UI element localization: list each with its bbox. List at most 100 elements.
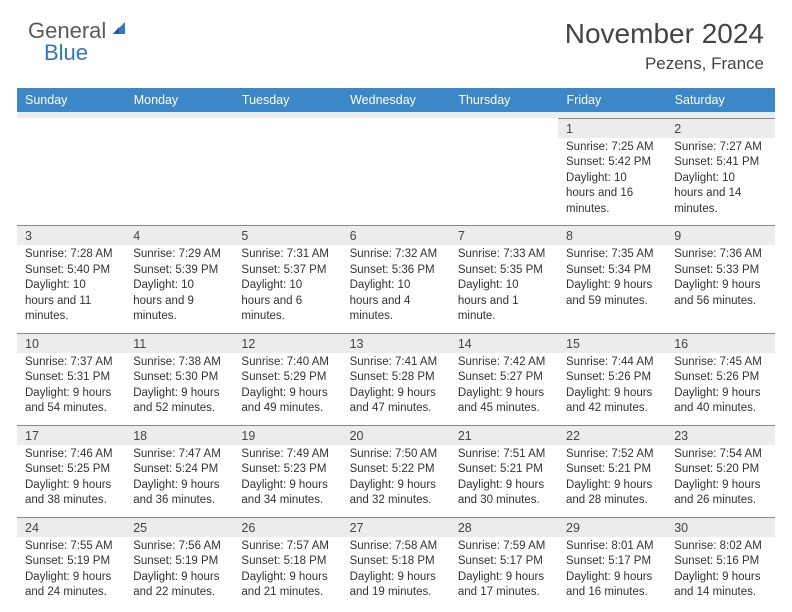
date-number-row: 24252627282930 <box>17 517 775 537</box>
daylight-text: Daylight: 10 hours and 14 minutes. <box>674 171 766 218</box>
daylight-text: Daylight: 9 hours and 38 minutes. <box>25 478 117 509</box>
sunrise-text: Sunrise: 7:50 AM <box>350 447 442 463</box>
date-number-cell: 29 <box>558 517 666 537</box>
date-data-cell <box>342 138 450 226</box>
month-title: November 2024 <box>565 18 764 50</box>
calendar-table: Sunday Monday Tuesday Wednesday Thursday… <box>17 88 775 609</box>
daylight-text: Daylight: 9 hours and 19 minutes. <box>350 570 442 601</box>
date-data-cell: Sunrise: 7:41 AMSunset: 5:28 PMDaylight:… <box>342 353 450 426</box>
date-data-cell: Sunrise: 7:46 AMSunset: 5:25 PMDaylight:… <box>17 445 125 518</box>
date-number-cell: 22 <box>558 425 666 445</box>
sunrise-text: Sunrise: 7:37 AM <box>25 355 117 371</box>
sunset-text: Sunset: 5:21 PM <box>566 462 658 478</box>
date-data-cell: Sunrise: 7:36 AMSunset: 5:33 PMDaylight:… <box>666 245 774 333</box>
sunrise-text: Sunrise: 7:58 AM <box>350 539 442 555</box>
daylight-text: Daylight: 10 hours and 11 minutes. <box>25 278 117 325</box>
daylight-text: Daylight: 10 hours and 9 minutes. <box>133 278 225 325</box>
sunrise-text: Sunrise: 7:32 AM <box>350 247 442 263</box>
date-number-cell: 14 <box>450 333 558 353</box>
sunrise-text: Sunrise: 7:33 AM <box>458 247 550 263</box>
sunrise-text: Sunrise: 7:44 AM <box>566 355 658 371</box>
date-number-cell: 13 <box>342 333 450 353</box>
date-number-cell: 2 <box>666 118 774 138</box>
daylight-text: Daylight: 9 hours and 52 minutes. <box>133 386 225 417</box>
sunset-text: Sunset: 5:24 PM <box>133 462 225 478</box>
date-data-cell <box>17 138 125 226</box>
sunrise-text: Sunrise: 7:45 AM <box>674 355 766 371</box>
date-number-cell <box>233 118 341 138</box>
title-block: November 2024 Pezens, France <box>565 18 764 74</box>
date-data-row: Sunrise: 7:37 AMSunset: 5:31 PMDaylight:… <box>17 353 775 426</box>
sunset-text: Sunset: 5:33 PM <box>674 263 766 279</box>
date-number-cell: 3 <box>17 226 125 246</box>
sunrise-text: Sunrise: 7:47 AM <box>133 447 225 463</box>
sunset-text: Sunset: 5:16 PM <box>674 554 766 570</box>
date-data-cell: Sunrise: 7:40 AMSunset: 5:29 PMDaylight:… <box>233 353 341 426</box>
date-data-cell: Sunrise: 7:27 AMSunset: 5:41 PMDaylight:… <box>666 138 774 226</box>
sunrise-text: Sunrise: 7:40 AM <box>241 355 333 371</box>
date-number-cell: 16 <box>666 333 774 353</box>
date-number-cell <box>450 118 558 138</box>
date-data-cell: Sunrise: 7:54 AMSunset: 5:20 PMDaylight:… <box>666 445 774 518</box>
daylight-text: Daylight: 9 hours and 21 minutes. <box>241 570 333 601</box>
sunset-text: Sunset: 5:20 PM <box>674 462 766 478</box>
sunset-text: Sunset: 5:40 PM <box>25 263 117 279</box>
sunset-text: Sunset: 5:26 PM <box>674 370 766 386</box>
date-number-cell: 26 <box>233 517 341 537</box>
date-number-cell: 8 <box>558 226 666 246</box>
daylight-text: Daylight: 10 hours and 1 minute. <box>458 278 550 325</box>
daylight-text: Daylight: 9 hours and 49 minutes. <box>241 386 333 417</box>
date-number-cell <box>17 118 125 138</box>
sunrise-text: Sunrise: 7:59 AM <box>458 539 550 555</box>
sunrise-text: Sunrise: 7:36 AM <box>674 247 766 263</box>
daylight-text: Daylight: 9 hours and 17 minutes. <box>458 570 550 601</box>
date-data-cell <box>125 138 233 226</box>
date-data-cell: Sunrise: 7:56 AMSunset: 5:19 PMDaylight:… <box>125 537 233 609</box>
sunset-text: Sunset: 5:39 PM <box>133 263 225 279</box>
date-number-cell <box>342 118 450 138</box>
weekday-header-row: Sunday Monday Tuesday Wednesday Thursday… <box>17 88 775 112</box>
page-header: General Blue November 2024 Pezens, Franc… <box>0 0 792 82</box>
sunset-text: Sunset: 5:25 PM <box>25 462 117 478</box>
sunrise-text: Sunrise: 7:49 AM <box>241 447 333 463</box>
sunrise-text: Sunrise: 7:25 AM <box>566 140 658 156</box>
sunrise-text: Sunrise: 7:41 AM <box>350 355 442 371</box>
date-data-cell: Sunrise: 7:44 AMSunset: 5:26 PMDaylight:… <box>558 353 666 426</box>
sunset-text: Sunset: 5:17 PM <box>566 554 658 570</box>
sunset-text: Sunset: 5:30 PM <box>133 370 225 386</box>
sunrise-text: Sunrise: 7:42 AM <box>458 355 550 371</box>
date-data-cell <box>450 138 558 226</box>
date-number-cell: 11 <box>125 333 233 353</box>
date-number-cell: 12 <box>233 333 341 353</box>
weekday-header: Tuesday <box>233 88 341 112</box>
date-number-row: 12 <box>17 118 775 138</box>
sunset-text: Sunset: 5:36 PM <box>350 263 442 279</box>
daylight-text: Daylight: 9 hours and 42 minutes. <box>566 386 658 417</box>
location-label: Pezens, France <box>565 54 764 74</box>
date-number-cell: 15 <box>558 333 666 353</box>
daylight-text: Daylight: 9 hours and 40 minutes. <box>674 386 766 417</box>
daylight-text: Daylight: 9 hours and 34 minutes. <box>241 478 333 509</box>
date-number-cell: 20 <box>342 425 450 445</box>
date-number-cell: 19 <box>233 425 341 445</box>
date-data-cell: Sunrise: 7:33 AMSunset: 5:35 PMDaylight:… <box>450 245 558 333</box>
daylight-text: Daylight: 9 hours and 22 minutes. <box>133 570 225 601</box>
daylight-text: Daylight: 9 hours and 36 minutes. <box>133 478 225 509</box>
date-data-cell: Sunrise: 7:28 AMSunset: 5:40 PMDaylight:… <box>17 245 125 333</box>
sunset-text: Sunset: 5:18 PM <box>350 554 442 570</box>
sunrise-text: Sunrise: 7:46 AM <box>25 447 117 463</box>
sunrise-text: Sunrise: 7:54 AM <box>674 447 766 463</box>
date-data-cell: Sunrise: 7:32 AMSunset: 5:36 PMDaylight:… <box>342 245 450 333</box>
date-data-row: Sunrise: 7:28 AMSunset: 5:40 PMDaylight:… <box>17 245 775 333</box>
weekday-header: Friday <box>558 88 666 112</box>
sunrise-text: Sunrise: 7:28 AM <box>25 247 117 263</box>
sunset-text: Sunset: 5:34 PM <box>566 263 658 279</box>
date-number-row: 10111213141516 <box>17 333 775 353</box>
sunset-text: Sunset: 5:18 PM <box>241 554 333 570</box>
sunset-text: Sunset: 5:37 PM <box>241 263 333 279</box>
date-data-row: Sunrise: 7:25 AMSunset: 5:42 PMDaylight:… <box>17 138 775 226</box>
daylight-text: Daylight: 9 hours and 16 minutes. <box>566 570 658 601</box>
date-data-cell: Sunrise: 7:49 AMSunset: 5:23 PMDaylight:… <box>233 445 341 518</box>
date-data-cell: Sunrise: 7:25 AMSunset: 5:42 PMDaylight:… <box>558 138 666 226</box>
sunrise-text: Sunrise: 7:56 AM <box>133 539 225 555</box>
